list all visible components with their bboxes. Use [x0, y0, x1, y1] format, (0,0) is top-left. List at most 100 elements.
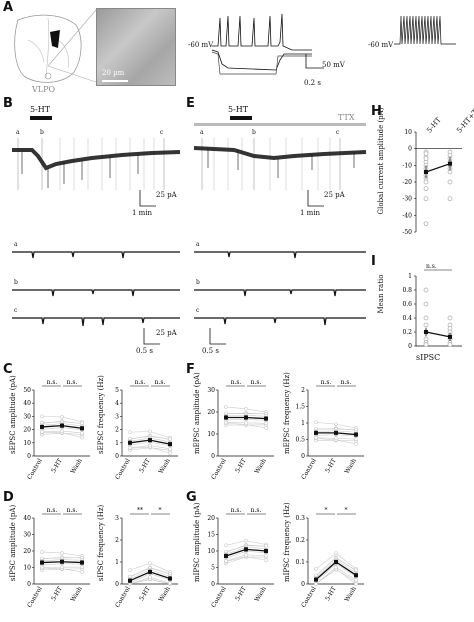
x-category-label: Control [300, 585, 318, 608]
y-tick-label: 10 [404, 129, 412, 136]
y-tick-label: 20 [23, 548, 31, 555]
cell-point [264, 554, 267, 557]
panel-h-ylabel: Global current amplitude (pA) [378, 106, 385, 216]
cell-point [224, 405, 227, 408]
y-tick-label: 0 [27, 453, 31, 460]
x-category-label: Control [210, 457, 228, 480]
x-category-label: Wash [344, 585, 358, 603]
cell-point [334, 423, 337, 426]
data-point [424, 197, 428, 201]
y-tick-label: 1 [301, 420, 305, 427]
panel-e-zoom-scale-t: 0.5 s [202, 348, 219, 355]
mean-point [314, 431, 318, 435]
panel-b-scale-i: 25 pA [156, 192, 177, 199]
cell-point [334, 552, 337, 555]
sig-label-2: * [345, 507, 348, 514]
cell-point [128, 569, 131, 572]
sig-label-2: n.s. [251, 507, 262, 514]
data-point [424, 187, 428, 191]
x-category-label: Control [114, 457, 132, 480]
cell-point [40, 430, 43, 433]
y-tick-label: 10 [23, 440, 31, 447]
y-tick-label: 10 [207, 548, 215, 555]
panel-b-long-trace [12, 134, 180, 194]
sig-label-1: n.s. [47, 507, 58, 514]
sig-label-2: n.s. [341, 379, 352, 386]
panel-i-plot: 10.80.60.40.20 [404, 272, 464, 352]
sig-label-1: n.s. [135, 379, 146, 386]
cell-point [224, 421, 227, 424]
panel-i-xlabel: sIPSC [416, 354, 440, 362]
x-category-label: Wash [70, 585, 84, 603]
y-tick-label: 0 [115, 453, 119, 460]
cell-point [314, 436, 317, 439]
y-tick-label: 0.4 [402, 315, 412, 322]
y-tick-label: 0 [27, 581, 31, 588]
y-tick-label: 0.2 [402, 329, 412, 336]
data-point [424, 323, 428, 327]
x-category-label: 5-HT [324, 586, 338, 603]
data-point [424, 152, 428, 156]
y-tick-label: 2 [115, 537, 119, 544]
mean-point [224, 416, 228, 420]
cell-point [264, 422, 267, 425]
sig-label-1: * [325, 507, 328, 514]
sig-label-1: n.s. [321, 379, 332, 386]
sig-label-2: n.s. [67, 379, 78, 386]
y-tick-label: 0 [408, 146, 412, 153]
y-tick-label: 1 [115, 440, 119, 447]
micrograph-scale-label: 20 µm [102, 70, 124, 77]
panel-i-sig: n.s. [426, 264, 437, 270]
data-point [424, 288, 428, 292]
data-point [424, 180, 428, 184]
panel-e-zoom-trace-b [194, 282, 366, 298]
mean-point [168, 577, 172, 581]
cell-point [244, 553, 247, 556]
data-point [448, 170, 452, 174]
sig-label-1: n.s. [47, 379, 58, 386]
panel-b-drug-label: 5-HT [30, 106, 50, 114]
y-tick-label: 20 [207, 515, 215, 522]
cell-point [40, 415, 43, 418]
micrograph-scalebar [102, 80, 128, 82]
firing-trace [394, 12, 458, 52]
cell-point [80, 431, 83, 434]
y-tick-label: 0 [301, 581, 305, 588]
y-tick-label: 0.2 [295, 537, 305, 544]
y-tick-label: 0 [211, 453, 215, 460]
x-category-label: 5-HT [234, 586, 248, 603]
cell-point [60, 429, 63, 432]
cell-point [148, 576, 151, 579]
x-category-label: 5-HT [234, 458, 248, 475]
y-tick-label: 20 [207, 409, 215, 416]
y-tick-label: -50 [402, 229, 412, 236]
x-category-label: Control [114, 585, 132, 608]
x-category-label: 5-HT [50, 586, 64, 603]
cell-point [264, 559, 267, 562]
zoom-connector [44, 6, 104, 86]
y-tick-label: 30 [23, 532, 31, 539]
cell-point [224, 559, 227, 562]
x-category-label: Control [26, 457, 44, 480]
mean-point [244, 547, 248, 551]
x-category-label: Control [26, 585, 44, 608]
mean-point [424, 170, 428, 174]
y-tick-label: 3 [115, 413, 119, 420]
y-tick-label: 0 [301, 453, 305, 460]
data-point [448, 180, 452, 184]
y-tick-label: 40 [23, 400, 31, 407]
mean-line [426, 164, 450, 172]
y-tick-label: -40 [402, 212, 412, 219]
mean-point [128, 579, 132, 583]
sig-label-1: n.s. [231, 379, 242, 386]
data-point [448, 316, 452, 320]
cell-point [244, 539, 247, 542]
y-tick-label: 0.3 [295, 515, 305, 522]
sig-label-1: ** [137, 507, 143, 514]
